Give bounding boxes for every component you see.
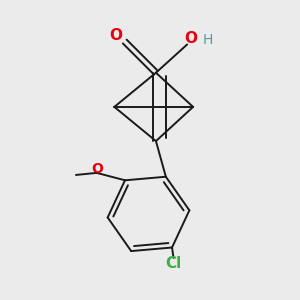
Text: Cl: Cl bbox=[165, 256, 182, 271]
Text: O: O bbox=[92, 162, 103, 176]
Text: O: O bbox=[184, 31, 197, 46]
Text: O: O bbox=[109, 28, 122, 43]
Text: H: H bbox=[203, 33, 213, 47]
